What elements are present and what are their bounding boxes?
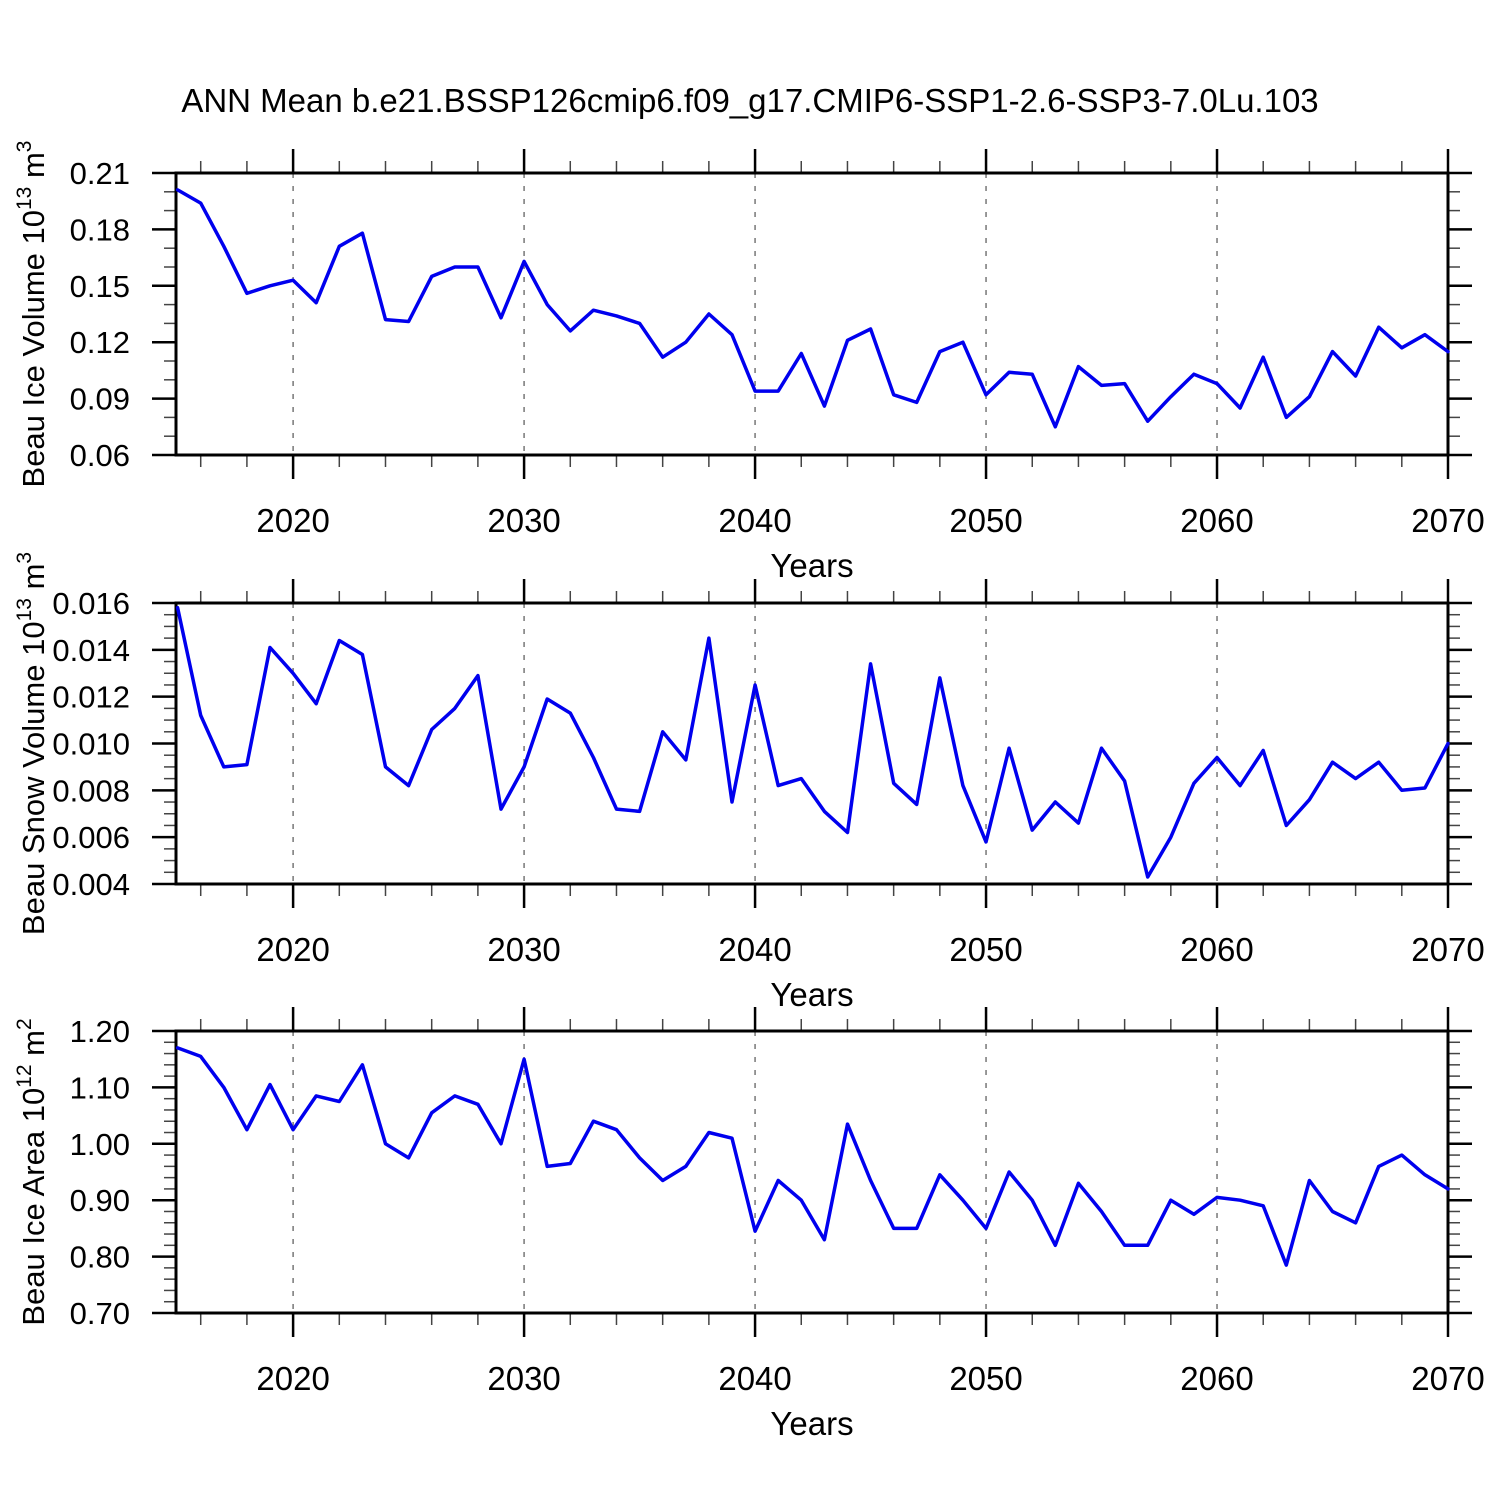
x-tick-label: 2060 [1180,1360,1253,1397]
x-tick-label: 2030 [487,1360,560,1397]
x-tick-label: 2020 [256,931,329,968]
x-tick-label: 2040 [718,502,791,539]
y-tick-label: 0.006 [52,820,130,855]
y-tick-label: 0.90 [70,1183,130,1218]
x-tick-label: 2070 [1411,931,1484,968]
y-tick-label: 0.012 [52,680,130,715]
x-tick-label: 2060 [1180,502,1253,539]
chart-beau-snow-volume: 0.016 0.014 0.012 0.010 0.008 0.006 0.004 2020 2… [13,552,1485,1013]
y-tick-label: 0.016 [52,586,130,621]
y-tick-label: 0.21 [70,156,130,191]
x-tick-label: 2050 [949,502,1022,539]
y-axis-title: Beau Ice Area 1012 m2 [13,1018,51,1325]
y-tick-label: 0.80 [70,1240,130,1275]
x-tick-label: 2050 [949,931,1022,968]
x-tick-label: 2040 [718,1360,791,1397]
figure-title: ANN Mean b.e21.BSSP126cmip6.f09_g17.CMIP… [181,82,1319,119]
plot-border [174,601,1450,886]
y-tick-label: 0.09 [70,382,130,417]
y-tick-label: 0.12 [70,325,130,360]
chart-beau-ice-volume: 0.21 0.18 0.15 0.12 0.09 0.06 2020 2030 2040 2050… [13,141,1485,584]
y-tick-label: 1.10 [70,1070,130,1105]
y-axis-title: Beau Snow Volume 1013 m3 [13,552,51,935]
series-line-beau-ice-volume [175,188,1450,429]
x-axis-title: Years [770,976,853,1013]
x-tick-label: 2050 [949,1360,1022,1397]
x-tick-label: 2020 [256,1360,329,1397]
x-tick-label: 2030 [487,502,560,539]
x-tick-label: 2060 [1180,931,1253,968]
chart-beau-ice-area: 1.20 1.10 1.00 0.90 0.80 0.70 2020 2030 2040 2050… [13,1007,1485,1442]
y-tick-label: 0.15 [70,269,130,304]
y-axis-title: Beau Ice Volume 1013 m3 [13,141,51,488]
x-tick-label: 2040 [718,931,791,968]
y-tick-label: 1.00 [70,1127,130,1162]
y-tick-label: 0.06 [70,438,130,473]
x-tick-label: 2030 [487,931,560,968]
x-tick-label: 2020 [256,502,329,539]
plot-border [174,171,1450,457]
series-line-beau-snow-volume [175,605,1450,879]
y-tick-label: 0.18 [70,212,130,247]
y-tick-label: 0.008 [52,773,130,808]
x-tick-label: 2070 [1411,502,1484,539]
plot-border [174,1029,1450,1315]
x-tick-label: 2070 [1411,1360,1484,1397]
y-tick-label: 0.010 [52,727,130,762]
y-tick-label: 1.20 [70,1014,130,1049]
y-tick-label: 0.014 [52,633,130,668]
series-line-beau-ice-area [175,1046,1450,1267]
y-tick-label: 0.004 [52,867,130,902]
y-tick-label: 0.70 [70,1296,130,1331]
x-axis-title: Years [770,1405,853,1442]
x-axis-title: Years [770,547,853,584]
